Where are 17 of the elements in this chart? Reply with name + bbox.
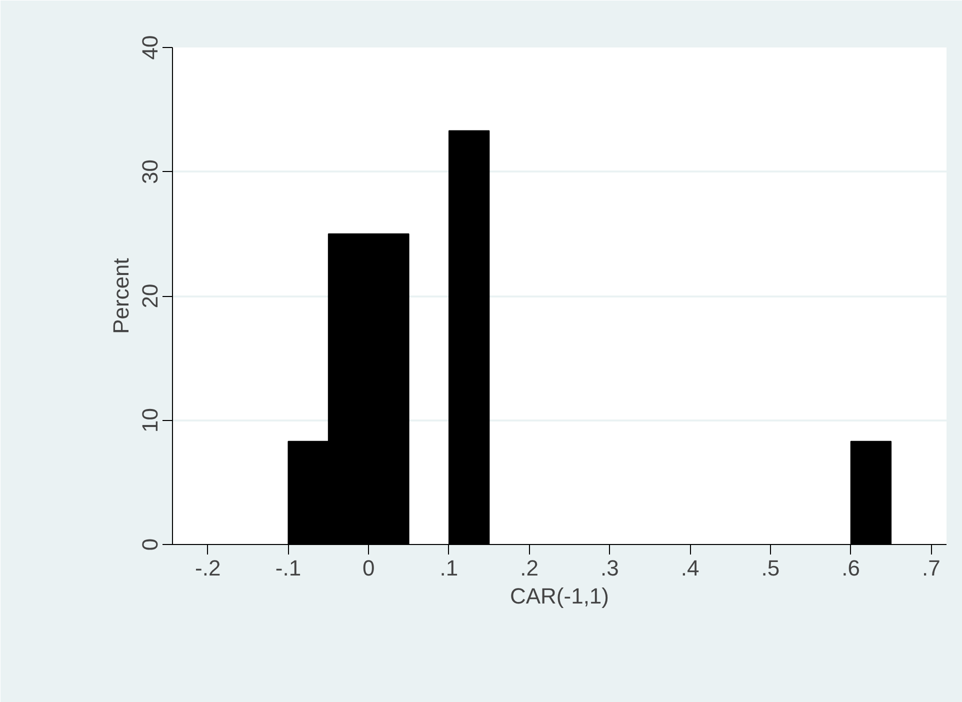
x-tick-label: -.2 xyxy=(195,556,221,580)
y-tick-label: 0 xyxy=(138,538,162,551)
x-tick-label: .6 xyxy=(842,556,860,580)
y-tick-label: 10 xyxy=(138,408,162,432)
x-tick-label: .2 xyxy=(520,556,539,580)
x-axis-title: CAR(-1,1) xyxy=(510,584,610,608)
x-tick-label: .3 xyxy=(600,556,619,580)
y-tick-label: 40 xyxy=(138,35,162,60)
x-tick-label: .1 xyxy=(440,556,458,580)
x-tick-label: -.1 xyxy=(275,556,302,580)
y-tick-label: 20 xyxy=(138,284,162,308)
y-tick-label: 30 xyxy=(138,160,162,184)
x-tick-label: 0 xyxy=(362,556,375,580)
x-tick-label: .4 xyxy=(680,556,700,580)
y-axis-title: Percent xyxy=(108,258,134,334)
x-tick-label: .7 xyxy=(922,556,940,580)
x-tick-label: .5 xyxy=(761,556,780,580)
